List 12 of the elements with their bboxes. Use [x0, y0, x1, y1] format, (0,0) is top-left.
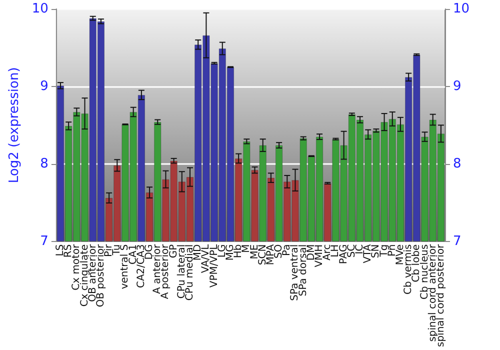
y2-tick-label: 9	[453, 78, 462, 94]
y2-tick-label: 10	[453, 2, 470, 16]
y2-tick-label: 7	[453, 234, 462, 249]
y2-tick-label: 8	[453, 156, 462, 172]
y-tick-label: 9	[40, 78, 48, 94]
x-tick-label: Tg	[378, 244, 390, 258]
y-axis-title: Log2 (expression)	[7, 67, 22, 184]
x-tick-label: OB posterior	[95, 243, 106, 308]
y-tick-label: 7	[40, 234, 48, 249]
y-tick-label: 8	[40, 156, 48, 172]
y-tick-label: 10	[32, 2, 48, 16]
x-tick-label: spinal cord posterior	[435, 243, 446, 348]
